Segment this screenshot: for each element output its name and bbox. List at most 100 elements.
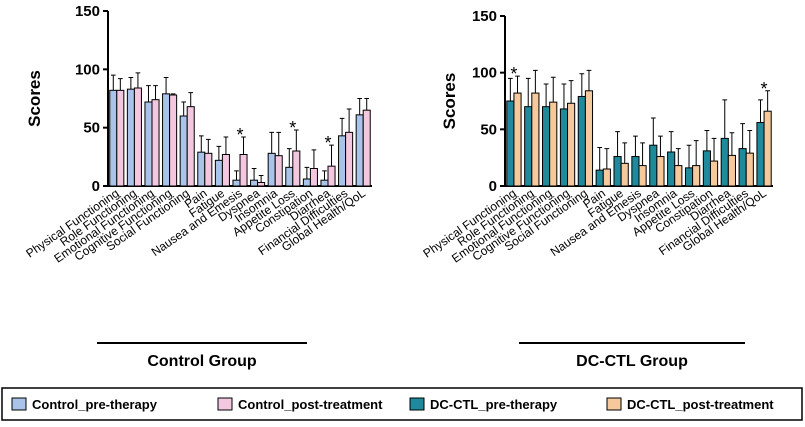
bar [362,109,371,187]
annotation: * [236,125,243,145]
error-bar [579,73,585,97]
bar [602,168,611,187]
error-bar [515,75,520,94]
error-bar [525,77,531,107]
bar [720,137,729,187]
bar [702,150,711,187]
bar [169,94,178,187]
bar [239,154,248,187]
error-bar [146,85,151,102]
y-tick-label: 50 [83,120,100,137]
bar [221,154,230,187]
legend-swatch [409,397,425,411]
error-bar [740,123,746,149]
error-bar [304,166,310,179]
bar [727,154,736,187]
bar [285,166,294,187]
legend-swatch [11,397,27,411]
error-bar [110,74,116,91]
error-bar [633,135,638,157]
bar [355,114,364,187]
bar [214,159,223,187]
error-bar [650,117,656,146]
error-bar [188,92,194,107]
bar [506,100,515,187]
bar [232,179,241,187]
bar [144,101,153,187]
error-bar [234,170,239,181]
legend-label: Control_pre-therapy [32,397,158,412]
group-label: DC-CTL Group [576,353,688,370]
error-bar [329,144,334,167]
bar [692,165,701,187]
y-tick-label: 100 [75,61,100,78]
y-tick-label: 0 [489,178,497,195]
bar [649,144,658,187]
error-bar [507,77,513,101]
bar [197,151,206,187]
bar [631,156,640,187]
bar [133,87,142,187]
error-bar [251,168,257,181]
error-bar [269,131,275,154]
error-bar [704,129,710,151]
error-bar [765,90,771,112]
annotation: * [324,133,331,153]
bar [542,106,551,187]
bar [763,110,772,187]
error-bar [357,98,363,115]
bar [577,95,586,187]
y-tick-label: 50 [480,121,497,138]
bar [162,93,171,187]
bar [320,179,329,187]
bar [302,178,311,187]
y-tick-label: 150 [75,3,100,20]
error-bar [675,148,681,166]
error-bar [604,148,610,169]
error-bar [597,146,603,171]
legend-swatch [606,397,622,411]
error-bar [205,138,211,154]
error-bar [550,76,556,103]
error-bar [135,72,141,88]
error-bar [364,98,370,111]
bar [524,106,533,187]
bar [309,168,318,187]
legend-swatch [217,397,233,411]
bar [549,101,558,187]
bar [567,102,576,187]
error-bar [339,117,345,136]
bar [674,165,683,187]
bar [204,152,213,187]
error-bar [128,77,134,90]
error-bar [561,83,567,109]
bar [620,162,629,187]
bar [513,92,522,187]
error-bar [668,131,674,152]
bar [559,108,569,187]
error-bar [223,136,229,155]
annotation: * [289,118,296,138]
bar [250,179,259,187]
error-bar [747,129,753,154]
bar [292,150,301,187]
bar [345,131,354,187]
error-bar [322,170,327,181]
error-bar [286,148,292,168]
bar [584,90,594,187]
annotation: * [761,79,768,99]
legend-label: DC-CTL_post-treatment [627,397,774,412]
error-bar [216,145,222,161]
y-tick-label: 100 [472,65,497,82]
annotation: * [510,64,517,84]
bar [745,152,754,187]
bar [613,156,622,187]
error-bar [615,131,620,157]
y-tick-label: 0 [92,178,100,195]
bar [709,160,719,187]
legend-box [1,387,803,421]
error-bar [293,129,299,151]
bar [257,182,266,187]
error-bar [163,77,169,94]
